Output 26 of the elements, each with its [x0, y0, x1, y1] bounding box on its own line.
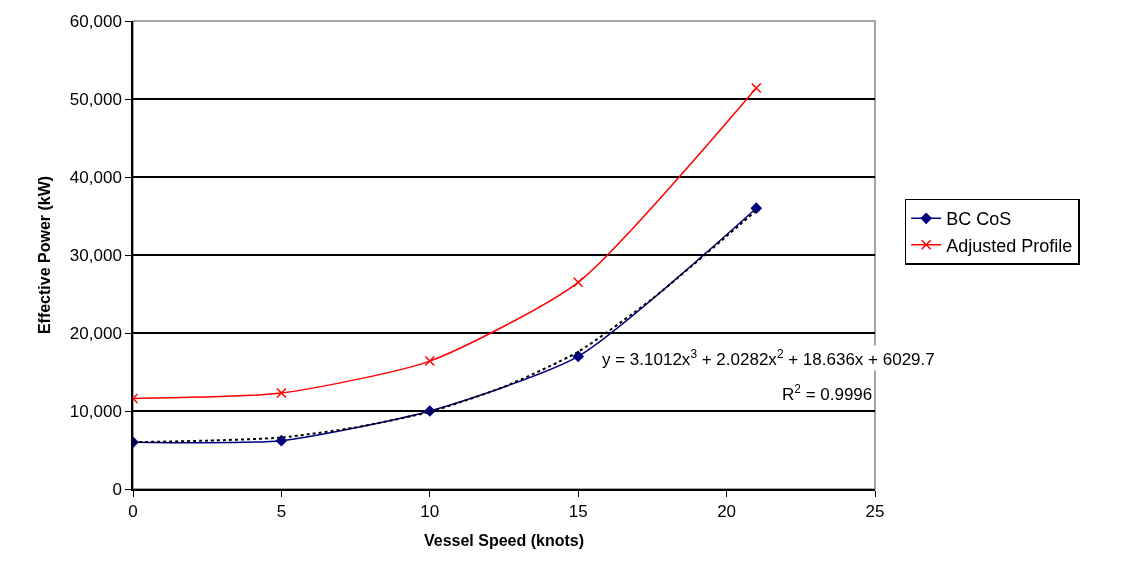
x-tick-label: 5 — [276, 502, 287, 522]
y-axis-title: Effective Power (kW) — [36, 175, 54, 335]
legend-label: Adjusted Profile — [946, 235, 1073, 256]
point — [572, 277, 584, 288]
y-tick-label: 60,000 — [69, 11, 122, 31]
x-tick-label: 10 — [420, 502, 440, 522]
y-tick-label: 0 — [112, 479, 122, 499]
x-tick-label: 20 — [717, 502, 737, 522]
y-tick-label: 20,000 — [69, 323, 122, 343]
point — [750, 202, 763, 215]
point — [572, 350, 585, 363]
annotation: y = 3.1012x$^{3}$ + 2.0282x$^{2}$ + 18.636x + 6029.7 — [602, 347, 935, 370]
y-tick-label: 50,000 — [69, 89, 122, 109]
point — [751, 82, 762, 94]
point — [424, 355, 436, 367]
point — [275, 434, 288, 447]
y-tick-label: 10,000 — [69, 401, 122, 421]
legend-label: BC CoS — [946, 209, 1012, 230]
x-tick-label: 0 — [128, 502, 138, 522]
x-axis-title: Vessel Speed (knots) — [423, 532, 585, 550]
point — [276, 387, 287, 399]
annotation: R$^{2}$ = 0.9996 — [782, 382, 873, 405]
y-tick-label: 30,000 — [69, 245, 122, 265]
x-tick-label: 25 — [865, 502, 885, 522]
x-tick-label: 15 — [568, 502, 588, 522]
y-tick-label: 40,000 — [69, 167, 122, 187]
